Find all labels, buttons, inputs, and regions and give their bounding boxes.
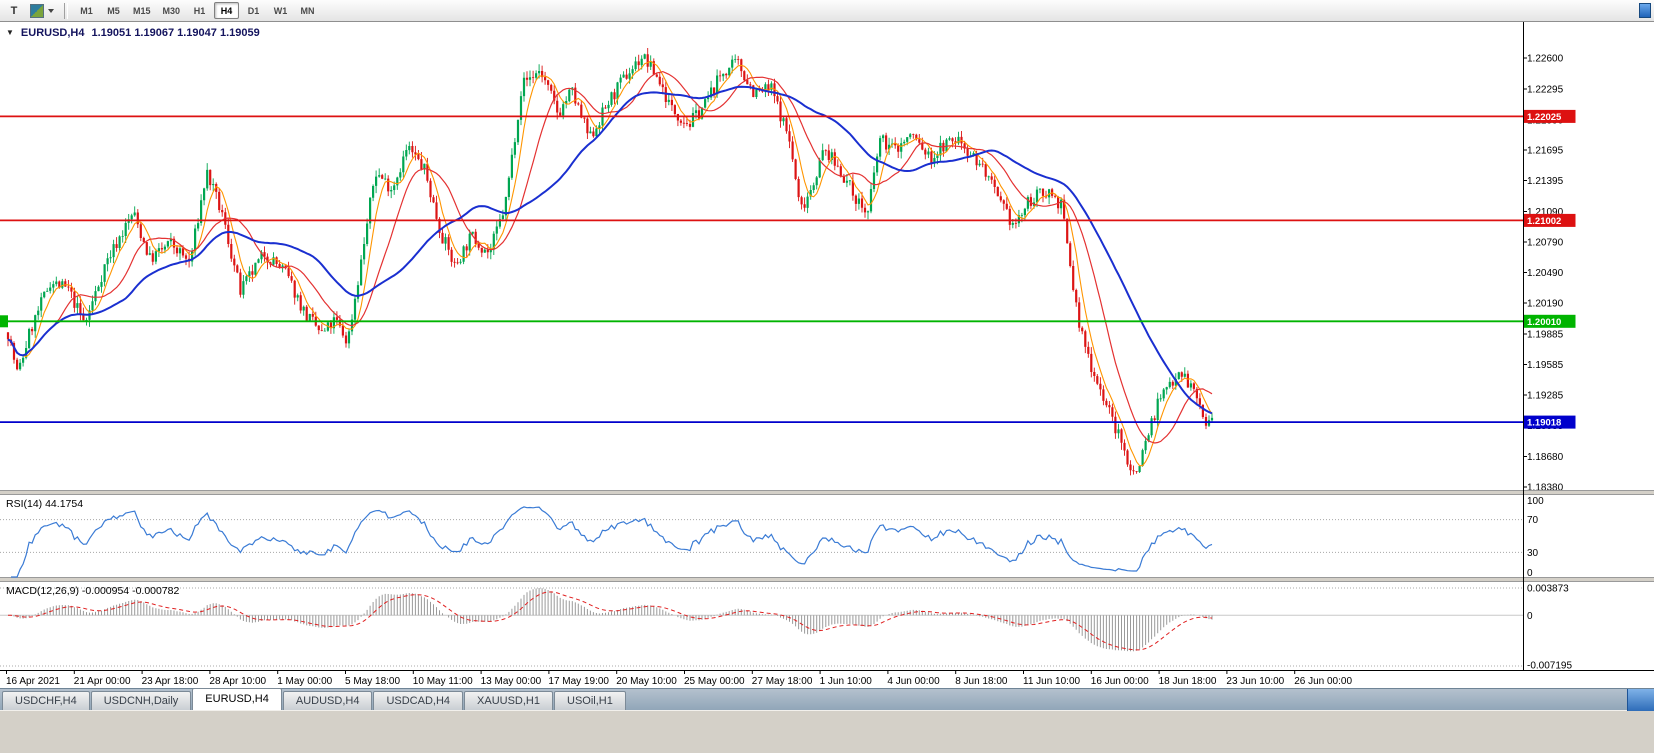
macd-axis-label: 0.003873: [1527, 584, 1569, 595]
price-badge: 1.21002: [1523, 213, 1576, 227]
symbol-tabbar: USDCHF,H4 USDCNH,Daily EURUSD,H4 AUDUSD,H4 U…: [0, 688, 1654, 711]
timeframe-m1-button[interactable]: M1: [74, 2, 99, 19]
macd-indicator-label: MACD(12,26,9) -0.000954 -0.000782: [6, 585, 180, 597]
price-axis-label: 1.21395: [1527, 176, 1564, 187]
time-axis-label: 21 Apr 00:00: [74, 676, 131, 687]
chart-area[interactable]: 1.226001.222951.219901.216951.213951.210…: [0, 22, 1654, 688]
price-axis-label: 1.19585: [1527, 360, 1564, 371]
time-axis-label: 16 Apr 2021: [6, 676, 60, 687]
price-axis-label: 1.21090: [1527, 207, 1564, 218]
timeframe-mn-button[interactable]: MN: [295, 2, 320, 19]
time-axis-label: 20 May 10:00: [616, 676, 677, 687]
chart-symbol: EURUSD,H4: [20, 27, 85, 39]
time-axis-label: 8 Jun 18:00: [955, 676, 1008, 687]
macd-axis-label: -0.007195: [1527, 661, 1572, 672]
macd-histogram: [13, 588, 1213, 652]
timeframe-group: M1 M5 M15 M30 H1 H4 D1 W1 MN: [73, 2, 321, 19]
panel-splitter[interactable]: [0, 490, 1654, 495]
tab-usdchf-h4[interactable]: USDCHF,H4: [2, 691, 90, 710]
macd-signal-line: [8, 591, 1213, 651]
candles: [6, 48, 1214, 476]
time-axis-label: 10 May 11:00: [413, 676, 473, 687]
window-accent-box: [1639, 3, 1651, 18]
timeframe-w1-button[interactable]: W1: [268, 2, 293, 19]
price-badge: 1.20010: [1523, 314, 1576, 328]
palette-icon: [30, 3, 44, 18]
time-axis-label: 25 May 00:00: [684, 676, 745, 687]
tab-xauusd-h1[interactable]: XAUUSD,H1: [464, 691, 553, 710]
chart-info-line: ▼ EURUSD,H4 1.19051 1.19067 1.19047 1.19…: [6, 27, 260, 39]
tab-audusd-h4[interactable]: AUDUSD,H4: [282, 691, 373, 710]
toolbar: T M1 M5 M15 M30 H1 H4 D1 W1 MN: [0, 0, 1654, 22]
chevron-down-icon: [48, 8, 54, 13]
price-axis-label: 1.22600: [1527, 54, 1564, 65]
price-axis-label: 1.20490: [1527, 268, 1564, 279]
timeframe-m15-button[interactable]: M15: [128, 2, 156, 19]
time-axis-label: 16 Jun 00:00: [1091, 676, 1149, 687]
timeframe-d1-button[interactable]: D1: [241, 2, 266, 19]
rsi-axis-label: 100: [1527, 496, 1544, 507]
time-axis-label: 26 Jun 00:00: [1294, 676, 1352, 687]
time-axis-label: 4 Jun 00:00: [887, 676, 940, 687]
price-axis-label: 1.18680: [1527, 452, 1564, 463]
time-axis-label: 28 Apr 10:00: [209, 676, 266, 687]
time-axis-label: 11 Jun 10:00: [1023, 676, 1081, 687]
price-axis-label: 1.18380: [1527, 483, 1564, 494]
price-axis-label: 1.20190: [1527, 299, 1564, 310]
rsi-axis-label: 30: [1527, 548, 1539, 559]
time-axis-label: 27 May 18:00: [752, 676, 813, 687]
chart-ohlc-values: 1.19051 1.19067 1.19047 1.19059: [91, 27, 260, 39]
time-axis-label: 23 Apr 18:00: [142, 676, 199, 687]
rsi-axis-label: 0: [1527, 568, 1533, 579]
rsi-indicator-label: RSI(14) 44.1754: [6, 498, 84, 510]
ma-fast-line: [7, 60, 1213, 467]
chart-canvas[interactable]: 1.226001.222951.219901.216951.213951.210…: [0, 22, 1654, 688]
rsi-line: [11, 506, 1213, 578]
time-axis-label: 17 May 19:00: [548, 676, 609, 687]
time-axis-label: 18 Jun 18:00: [1159, 676, 1217, 687]
rsi-axis-label: 70: [1527, 515, 1539, 526]
price-axis-label: 1.19885: [1527, 330, 1564, 341]
tab-usdcad-h4[interactable]: USDCAD,H4: [373, 691, 464, 710]
timeframe-m30-button[interactable]: M30: [158, 2, 186, 19]
tabbar-scroll-accent[interactable]: [1627, 689, 1654, 711]
timeframe-h1-button[interactable]: H1: [187, 2, 212, 19]
panel-splitter[interactable]: [0, 577, 1654, 582]
tab-usoil-h1[interactable]: USOil,H1: [554, 691, 626, 710]
timeframe-m5-button[interactable]: M5: [101, 2, 126, 19]
symbol-tabbar-tabs: USDCHF,H4 USDCNH,Daily EURUSD,H4 AUDUSD,H4 U…: [2, 688, 627, 710]
price-axis-label: 1.21695: [1527, 146, 1564, 157]
price-axis-label: 1.22295: [1527, 85, 1564, 96]
time-axis-label: 5 May 18:00: [345, 676, 400, 687]
ma-slow-line: [7, 85, 1213, 415]
bottom-strip: [0, 710, 1654, 753]
svg-text:1.20010: 1.20010: [1527, 317, 1561, 328]
time-axis-label: 1 May 00:00: [277, 676, 332, 687]
time-axis-label: 23 Jun 10:00: [1226, 676, 1284, 687]
hline-left-marker: [0, 315, 8, 328]
symbol-collapse-icon[interactable]: ▼: [6, 27, 14, 37]
timeframe-h4-button[interactable]: H4: [214, 2, 240, 19]
price-badge: 1.22025: [1523, 109, 1576, 123]
price-axis-label: 1.20790: [1527, 238, 1564, 249]
macd-axis-label: 0: [1527, 611, 1533, 622]
svg-text:1.19018: 1.19018: [1527, 418, 1561, 429]
tab-usdcnh-daily[interactable]: USDCNH,Daily: [90, 691, 192, 710]
price-axis-label: 1.19285: [1527, 391, 1564, 402]
tab-eurusd-h4[interactable]: EURUSD,H4: [192, 688, 282, 710]
svg-text:1.21002: 1.21002: [1527, 216, 1561, 227]
ma-mid-line: [7, 70, 1213, 444]
chart-colors-button[interactable]: [26, 2, 58, 20]
toolbar-separator: [64, 2, 68, 19]
time-axis-label: 13 May 00:00: [481, 676, 542, 687]
svg-text:1.22025: 1.22025: [1527, 112, 1562, 123]
price-badge: 1.19018: [1523, 415, 1576, 429]
cursor-tool-button[interactable]: T: [4, 2, 24, 20]
time-axis-label: 1 Jun 10:00: [820, 676, 873, 687]
